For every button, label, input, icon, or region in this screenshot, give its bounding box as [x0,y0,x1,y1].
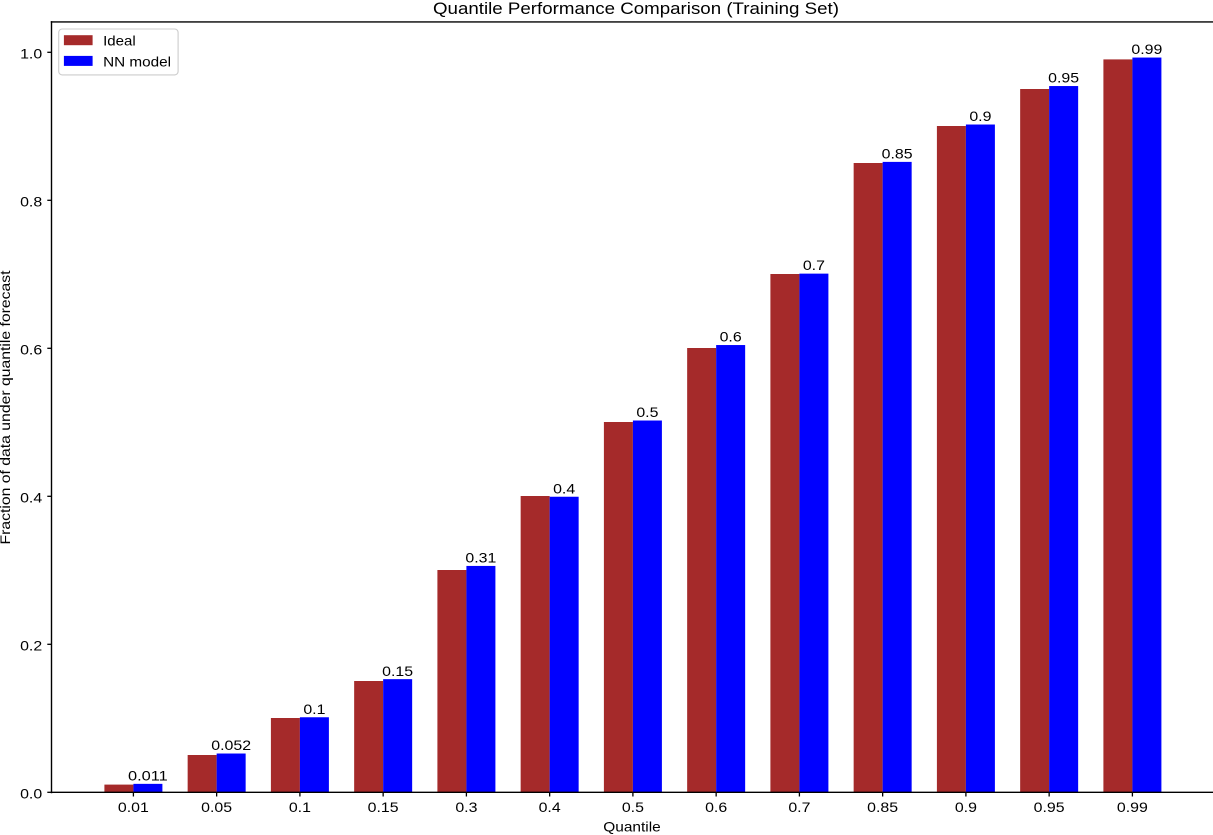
svg-text:Quantile Performance Compariso: Quantile Performance Comparison (Trainin… [433,0,839,18]
svg-text:0.4: 0.4 [20,489,42,505]
svg-text:0.7: 0.7 [788,799,810,815]
svg-text:0.8: 0.8 [20,193,42,209]
svg-text:0.05: 0.05 [201,799,232,815]
svg-text:0.6: 0.6 [720,329,742,345]
svg-text:0.052: 0.052 [211,737,251,753]
svg-text:0.01: 0.01 [118,799,149,815]
svg-text:0.15: 0.15 [382,663,413,679]
svg-text:0.2: 0.2 [20,637,42,653]
svg-text:0.1: 0.1 [303,701,325,717]
svg-text:0.1: 0.1 [289,799,311,815]
svg-text:Fraction of data under quantil: Fraction of data under quantile forecast [0,270,13,544]
svg-text:0.4: 0.4 [539,799,561,815]
svg-text:0.0: 0.0 [20,785,42,801]
svg-text:0.99: 0.99 [1131,41,1162,57]
svg-text:0.6: 0.6 [20,341,42,357]
svg-text:0.95: 0.95 [1034,799,1065,815]
svg-text:Ideal: Ideal [103,33,136,49]
svg-text:0.85: 0.85 [882,145,913,161]
svg-text:0.5: 0.5 [636,404,658,420]
svg-text:0.9: 0.9 [969,108,991,124]
svg-text:0.31: 0.31 [465,550,496,566]
svg-text:0.011: 0.011 [128,767,168,783]
svg-text:0.85: 0.85 [867,799,898,815]
svg-text:0.5: 0.5 [622,799,644,815]
svg-text:0.99: 0.99 [1117,799,1148,815]
svg-text:NN model: NN model [103,53,171,69]
svg-text:1.0: 1.0 [20,45,42,61]
svg-text:0.6: 0.6 [705,799,727,815]
svg-text:0.3: 0.3 [455,799,477,815]
svg-text:0.95: 0.95 [1048,70,1079,86]
svg-text:0.7: 0.7 [803,257,825,273]
svg-text:0.4: 0.4 [553,480,575,496]
svg-text:Quantile: Quantile [603,819,661,835]
svg-text:0.15: 0.15 [368,799,399,815]
svg-text:0.9: 0.9 [955,799,977,815]
